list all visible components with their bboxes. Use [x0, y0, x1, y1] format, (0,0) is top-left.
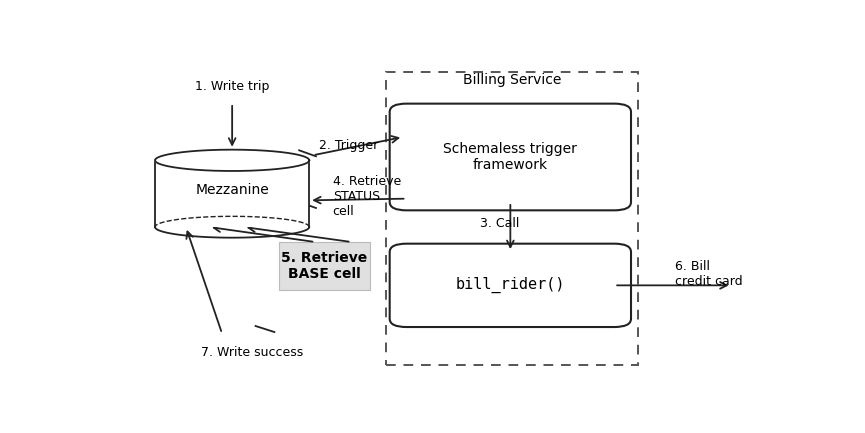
Text: bill_rider(): bill_rider() [456, 277, 565, 294]
Bar [279, 242, 369, 291]
Text: Mezzanine: Mezzanine [195, 184, 269, 197]
Text: 2. Trigger: 2. Trigger [319, 139, 379, 152]
Text: Schemaless trigger
framework: Schemaless trigger framework [444, 142, 577, 172]
FancyBboxPatch shape [389, 244, 631, 327]
Text: 3. Call: 3. Call [480, 217, 520, 230]
FancyBboxPatch shape [389, 103, 631, 210]
Text: 5. Retrieve
BASE cell: 5. Retrieve BASE cell [281, 251, 368, 281]
Bar [155, 160, 310, 227]
Text: 4. Retrieve
STATUS
cell: 4. Retrieve STATUS cell [333, 175, 401, 219]
Text: Billing Service: Billing Service [463, 73, 561, 87]
Bar [387, 72, 638, 365]
Text: 7. Write success: 7. Write success [202, 346, 304, 359]
Text: 6. Bill
credit card: 6. Bill credit card [675, 260, 742, 288]
Text: 1. Write trip: 1. Write trip [195, 81, 269, 94]
Polygon shape [155, 150, 310, 171]
